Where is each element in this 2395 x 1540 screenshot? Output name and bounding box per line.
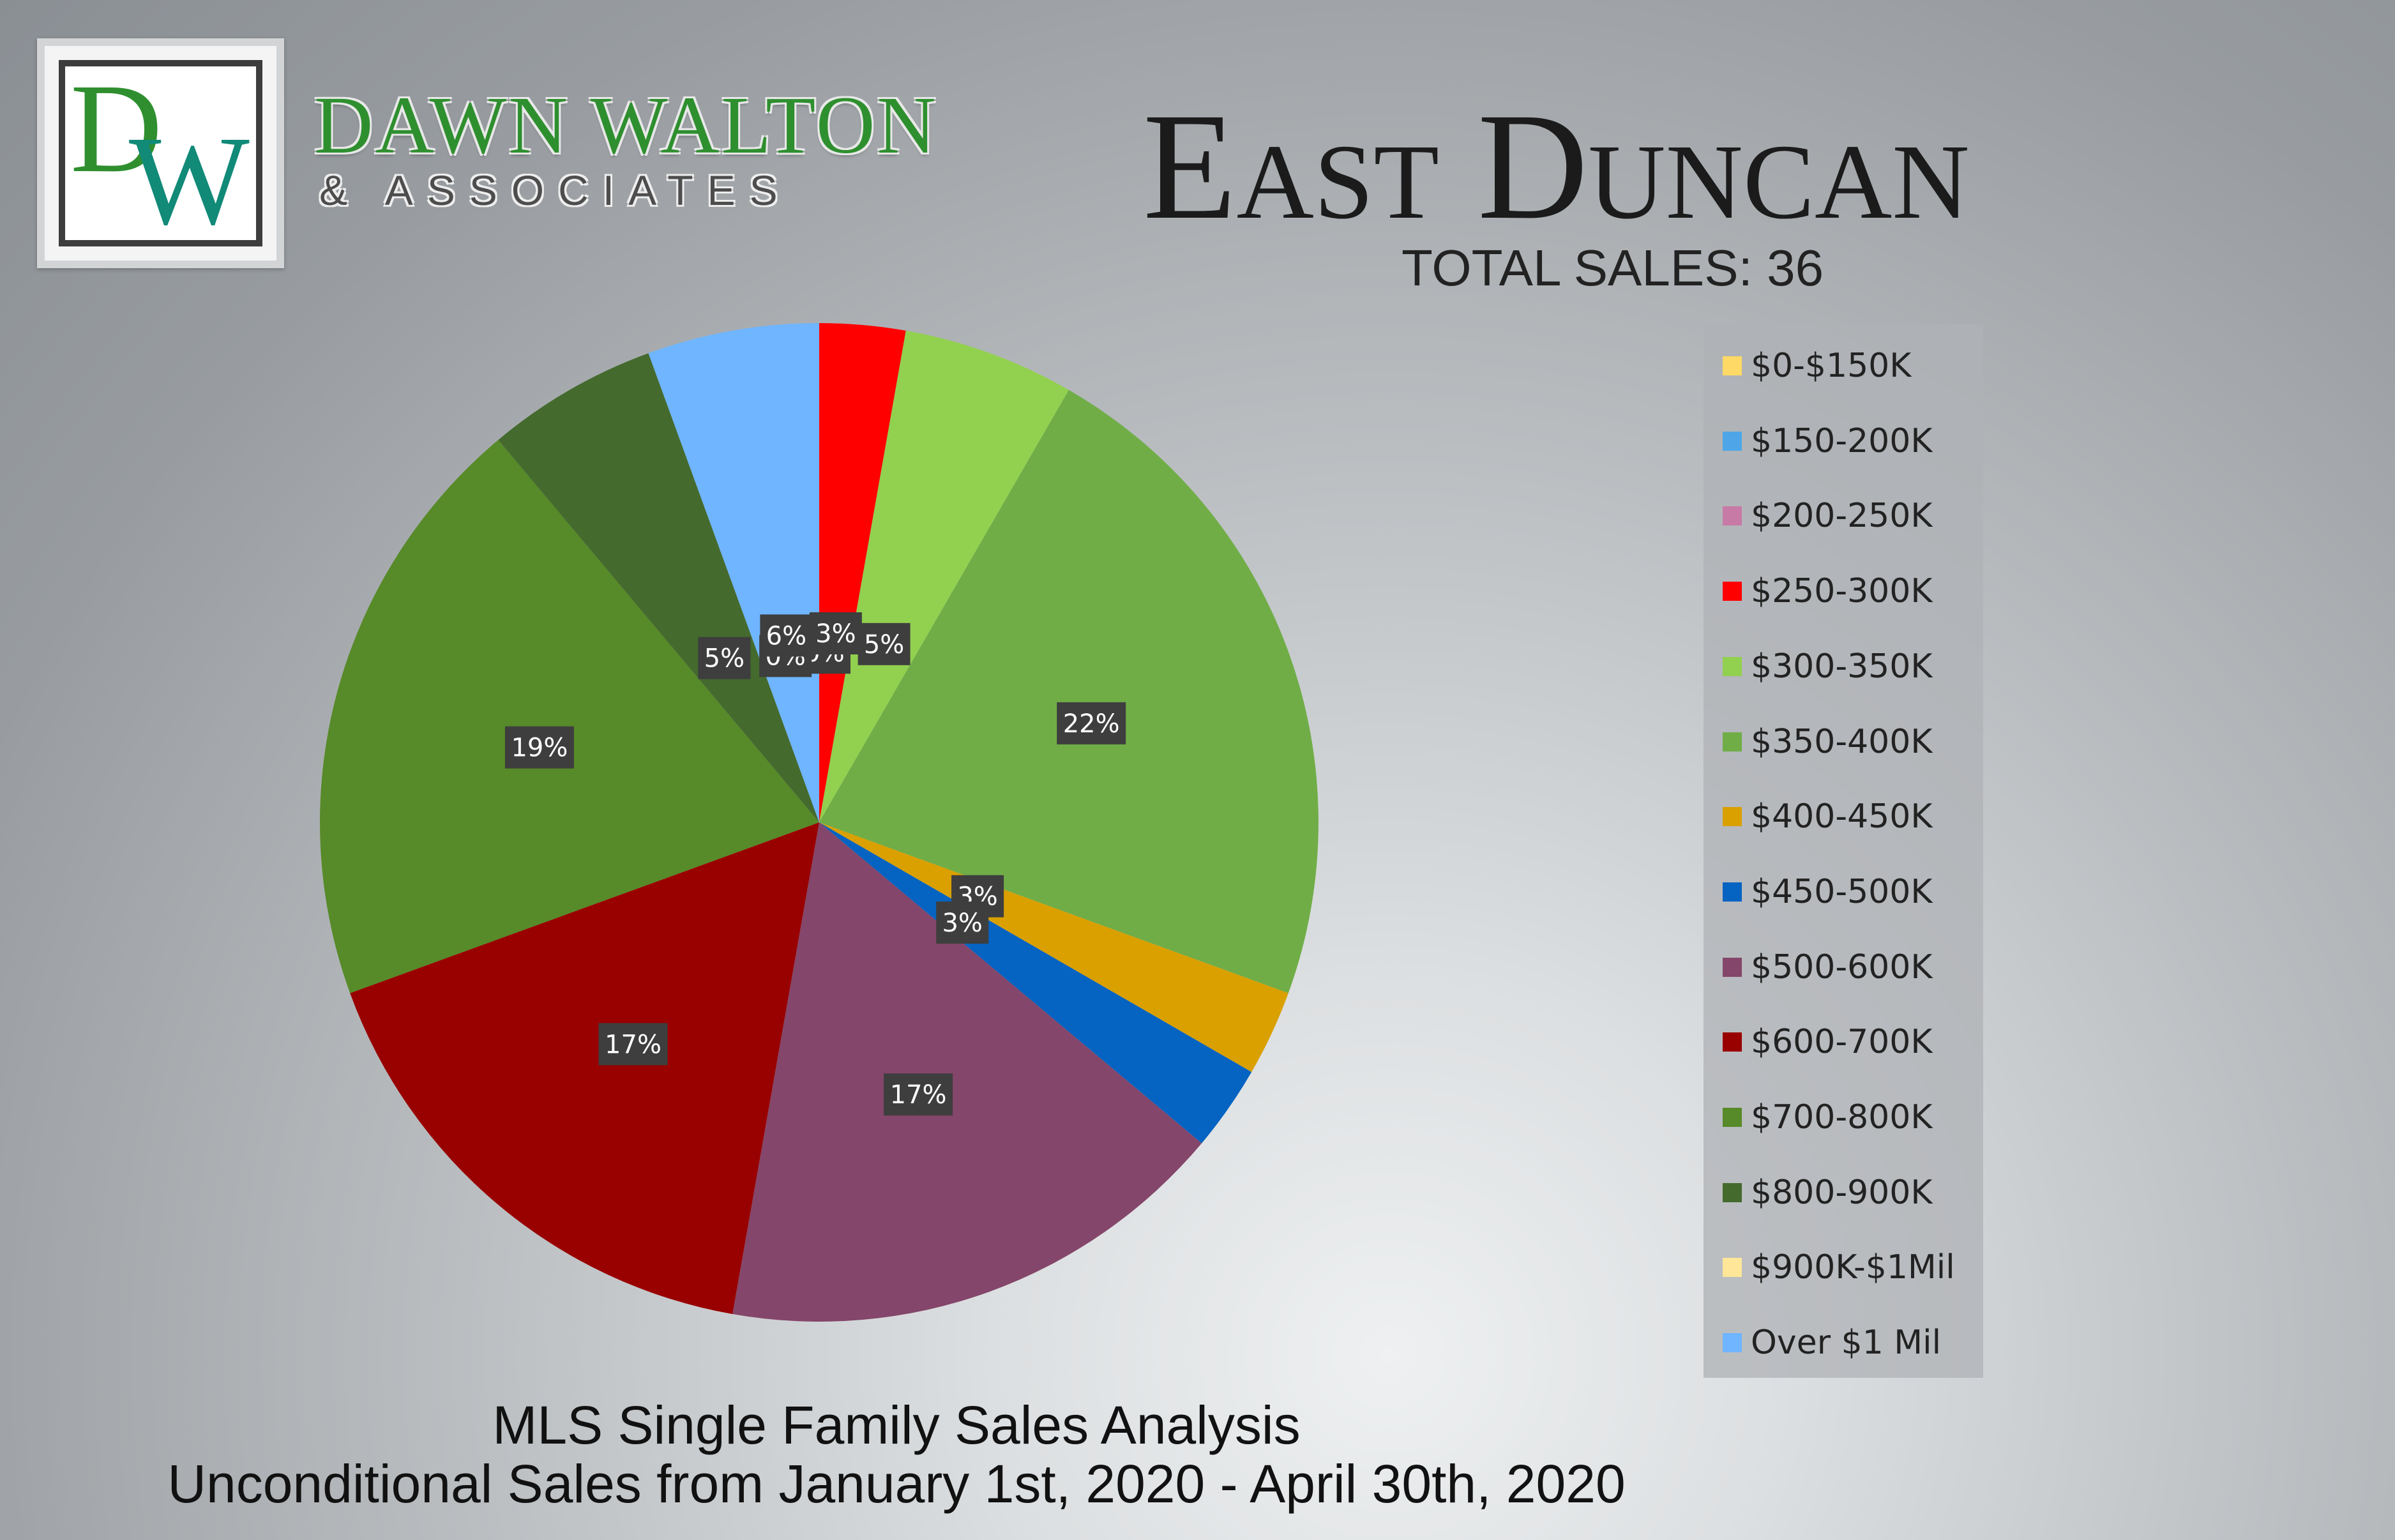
legend-item: $600-700K (1723, 1020, 1932, 1064)
pie-slice-5 (819, 389, 1318, 993)
legend-item: $300-350K (1723, 644, 1932, 689)
legend-label: $600-700K (1751, 1023, 1933, 1062)
data-label-text: 22% (1063, 709, 1120, 739)
pie-slice-9 (350, 822, 819, 1315)
pie-slice-4 (819, 330, 1069, 822)
data-label: 22% (1057, 702, 1126, 744)
data-label-text: 5% (864, 630, 904, 660)
legend-swatch (1723, 882, 1742, 902)
legend-label: $400-450K (1751, 797, 1933, 836)
legend-swatch (1723, 807, 1742, 827)
data-label-box (598, 1023, 668, 1066)
logo-letter-d: D (70, 58, 163, 199)
footer-date-range: Unconditional Sales from January 1st, 20… (167, 1454, 1626, 1514)
legend-label: $800-900K (1751, 1173, 1933, 1212)
pie-slice-6 (819, 822, 1288, 1072)
legend-label: $150-200K (1751, 421, 1933, 460)
data-label: 6% (760, 614, 813, 657)
logo-letter-w: W (129, 110, 250, 252)
legend-swatch (1723, 1182, 1742, 1202)
legend-item: $0-$150K (1723, 343, 1911, 388)
legend-swatch (1723, 957, 1742, 977)
data-label-text: 3% (942, 909, 982, 938)
data-label: 17% (598, 1023, 668, 1066)
legend-label: $0-$150K (1751, 347, 1912, 385)
legend-item: $200-250K (1723, 494, 1932, 538)
legend-label: $500-600K (1751, 947, 1933, 986)
legend-swatch (1723, 431, 1742, 451)
pie-slice-13 (648, 323, 819, 822)
legend-swatch (1723, 732, 1742, 751)
total-sales: TOTAL SALES: 36 (1401, 239, 1824, 296)
legend-item: $500-600K (1723, 945, 1932, 990)
data-label: 3% (809, 612, 862, 654)
legend-swatch (1723, 356, 1742, 375)
data-label: 19% (504, 726, 574, 769)
legend-swatch (1723, 656, 1742, 676)
pie-slice-11 (498, 353, 819, 822)
data-label-box (760, 614, 813, 657)
data-label-box (936, 902, 989, 944)
legend-item: $150-200K (1723, 419, 1932, 464)
chart-title: East Duncan (1143, 81, 1970, 251)
data-label-text: 6% (766, 621, 806, 651)
legend-swatch (1723, 1108, 1742, 1127)
legend-item: $250-300K (1723, 569, 1932, 614)
pie-slice-7 (819, 822, 1252, 1144)
chart-legend: $0-$150K $150-200K $200-250K $250-300K $300-… (1704, 324, 1983, 1378)
legend-label: $250-300K (1751, 572, 1933, 611)
legend-label: $700-800K (1751, 1098, 1933, 1136)
legend-item: Over $1 Mil (1723, 1320, 1941, 1365)
data-label-box (1057, 702, 1126, 744)
data-label-box (884, 1073, 953, 1116)
legend-label: $200-250K (1751, 497, 1933, 536)
legend-item: $800-900K (1723, 1170, 1932, 1215)
data-label-text: 5% (704, 644, 744, 674)
legend-item: $700-800K (1723, 1095, 1932, 1140)
data-label-box (504, 726, 574, 769)
legend-item: $350-400K (1723, 720, 1932, 764)
legend-item: $450-500K (1723, 870, 1932, 914)
legend-label: $900K-$1Mil (1751, 1248, 1955, 1287)
data-label: 5% (698, 637, 751, 679)
pie-slice-3 (819, 323, 906, 822)
data-label-text: 17% (890, 1080, 947, 1110)
logo-frame: D W (59, 60, 262, 246)
legend-swatch (1723, 582, 1742, 601)
data-label-text: 17% (605, 1030, 661, 1059)
data-label-box (809, 612, 862, 654)
legend-label: $300-350K (1751, 647, 1933, 686)
data-label: 5% (858, 623, 910, 665)
data-label-box (698, 637, 751, 679)
legend-swatch (1723, 1032, 1742, 1052)
legend-item: $400-450K (1723, 794, 1932, 839)
pie-slice-10 (320, 440, 819, 993)
footer-title: MLS Single Family Sales Analysis (492, 1395, 1301, 1455)
legend-item: $900K-$1Mil (1723, 1245, 1955, 1290)
legend-label: $350-400K (1751, 722, 1933, 761)
brand-subtitle: & ASSOCIATES (319, 167, 792, 214)
brand-name: DAWN WALTON (314, 80, 938, 170)
legend-swatch (1723, 1258, 1742, 1278)
data-label-text: 3% (815, 619, 856, 649)
data-label: 17% (884, 1073, 953, 1116)
legend-swatch (1723, 506, 1742, 526)
company-logo: D W (37, 38, 284, 268)
legend-swatch (1723, 1333, 1742, 1353)
data-label: 3% (936, 902, 989, 944)
legend-label: Over $1 Mil (1751, 1324, 1942, 1363)
data-label-box (858, 623, 910, 665)
data-label-text: 19% (511, 734, 568, 763)
pie-slice-8 (732, 822, 1202, 1322)
legend-label: $450-500K (1751, 872, 1933, 911)
